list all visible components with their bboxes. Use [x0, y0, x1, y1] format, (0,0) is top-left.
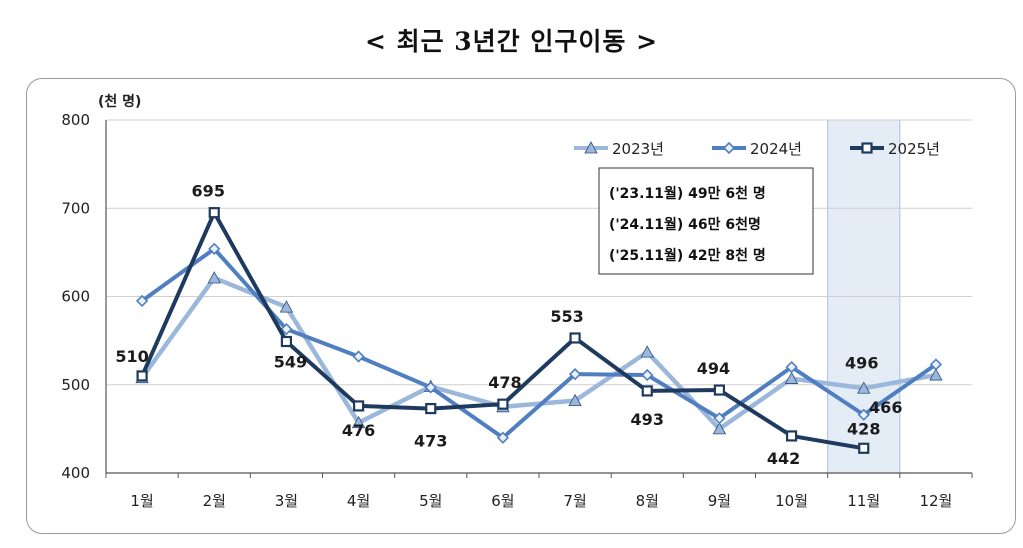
data-label: 553 — [550, 307, 583, 326]
y-tick-label: 700 — [61, 199, 90, 217]
data-label: 442 — [767, 449, 800, 468]
series-point-0 — [712, 422, 727, 435]
series-line-1 — [140, 246, 938, 440]
y-unit-label: (천 명) — [98, 93, 141, 110]
x-tick-label: 12월 — [919, 492, 952, 510]
series-point-2 — [641, 385, 653, 397]
legend-marker — [722, 141, 736, 155]
y-tick-label: 600 — [61, 288, 90, 306]
series-point-0 — [568, 393, 582, 407]
legend-label: 2023년 — [612, 140, 664, 158]
series-point-2 — [208, 207, 220, 219]
y-tick-label: 400 — [61, 464, 90, 482]
data-label: 510 — [115, 347, 148, 366]
data-label: 428 — [847, 419, 880, 438]
x-tick-label: 8월 — [636, 492, 659, 510]
data-label: 466 — [869, 398, 902, 417]
data-label: 695 — [192, 182, 225, 201]
x-tick-label: 10월 — [775, 492, 808, 510]
series-point-2 — [713, 384, 726, 396]
series-point-1 — [857, 408, 870, 421]
annotation-line: ('24.11월) 46만 6천명 — [609, 216, 761, 233]
series-point-0 — [857, 381, 871, 394]
x-tick-label: 3월 — [275, 492, 298, 510]
series-point-0 — [784, 371, 799, 384]
page-title: < 최근 3년간 인구이동 > — [364, 27, 659, 56]
series-point-1 — [641, 368, 654, 382]
x-tick-label: 4월 — [347, 492, 370, 510]
x-tick-label: 5월 — [419, 492, 442, 510]
series-point-1 — [568, 368, 582, 381]
data-label: 478 — [488, 373, 521, 392]
data-label: 476 — [342, 421, 375, 440]
annotation-line: ('23.11월) 49만 6천 명 — [609, 185, 766, 202]
series-point-2 — [136, 370, 148, 382]
data-label: 473 — [414, 432, 447, 451]
data-label: 494 — [697, 359, 730, 378]
legend-marker — [584, 141, 598, 154]
x-tick-label: 7월 — [563, 492, 586, 510]
series-point-1 — [208, 242, 221, 255]
annotation-box — [598, 167, 814, 275]
series-point-2 — [785, 430, 798, 442]
series-point-2 — [425, 402, 437, 415]
series-point-2 — [569, 332, 581, 344]
x-tick-label: 6월 — [491, 492, 514, 510]
x-tick-label: 1월 — [130, 492, 153, 510]
series-point-1 — [713, 412, 726, 425]
series-point-0 — [640, 345, 654, 358]
x-tick-label: 11월 — [847, 492, 880, 510]
y-tick-label: 500 — [61, 376, 90, 394]
series-point-0 — [207, 271, 221, 284]
series-point-0 — [279, 300, 294, 313]
series-point-1 — [496, 431, 510, 444]
legend-label: 2025년 — [888, 140, 940, 158]
x-tick-label: 2월 — [203, 492, 226, 510]
series-point-0 — [351, 415, 366, 429]
series-point-1 — [785, 360, 798, 374]
data-label: 493 — [631, 410, 664, 429]
legend-marker — [861, 142, 873, 154]
series-point-1 — [135, 294, 149, 308]
series-point-2 — [280, 335, 293, 348]
series-point-1 — [352, 350, 365, 363]
y-tick-label: 800 — [61, 111, 90, 129]
series-point-2 — [497, 398, 509, 410]
series-point-1 — [280, 323, 293, 336]
x-tick-label: 9월 — [708, 492, 731, 510]
data-label: 549 — [274, 353, 307, 372]
annotation-line: ('25.11월) 42만 8천 명 — [609, 247, 766, 264]
series-point-2 — [352, 400, 365, 412]
legend-label: 2024년 — [750, 140, 802, 158]
series-point-1 — [929, 358, 943, 371]
series-point-1 — [424, 381, 437, 394]
series-point-2 — [858, 442, 870, 454]
data-label: 496 — [845, 353, 878, 372]
series-point-0 — [929, 368, 943, 381]
